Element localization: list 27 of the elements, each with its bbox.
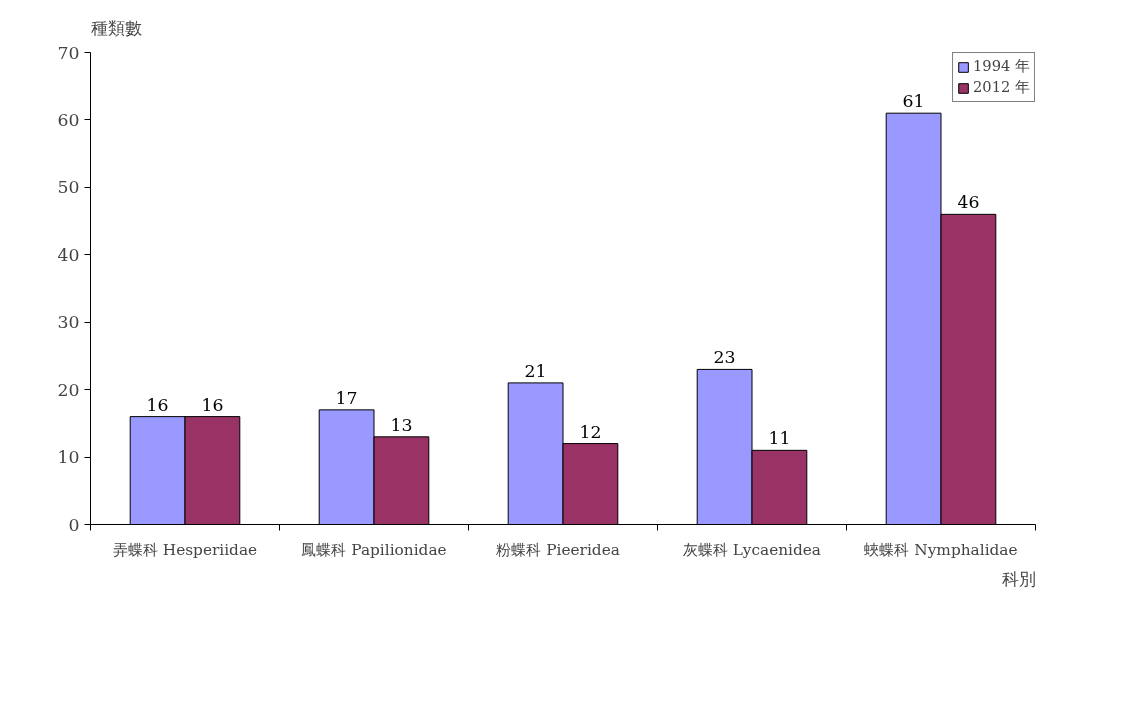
- legend-label: 2012 年: [973, 78, 1030, 97]
- y-tick-label: 20: [57, 379, 80, 400]
- y-tick-label: 10: [57, 447, 80, 468]
- x-axis-title: 科別: [1001, 568, 1036, 589]
- y-tick-label: 30: [57, 312, 80, 333]
- data-label: 21: [524, 360, 547, 381]
- data-label: 61: [902, 91, 925, 112]
- x-tick-label: 粉蝶科 Pieeridea: [496, 540, 620, 559]
- y-tick-label: 70: [57, 42, 80, 63]
- x-tick-label: 蛺蝶科 Nymphalidae: [864, 540, 1018, 559]
- data-label: 16: [201, 394, 224, 415]
- x-tick-label: 鳳蝶科 Papilionidae: [301, 540, 447, 559]
- data-label: 16: [146, 394, 169, 415]
- y-tick-label: 50: [57, 177, 80, 198]
- y-tick-label: 40: [57, 244, 80, 265]
- data-label: 12: [579, 421, 602, 442]
- data-label: 11: [768, 428, 791, 449]
- x-tick-label: 灰蝶科 Lycaenidea: [682, 540, 822, 559]
- data-label: 13: [390, 414, 413, 435]
- data-label: 23: [713, 347, 736, 368]
- y-tick-label: 0: [68, 514, 80, 535]
- legend-label: 1994 年: [973, 57, 1030, 76]
- y-axis-title: 種類數: [90, 17, 142, 38]
- data-label: 17: [335, 387, 358, 408]
- data-label: 46: [957, 192, 980, 213]
- x-tick-label: 弄蝶科 Hesperiidae: [112, 540, 258, 559]
- y-tick-label: 60: [57, 109, 80, 130]
